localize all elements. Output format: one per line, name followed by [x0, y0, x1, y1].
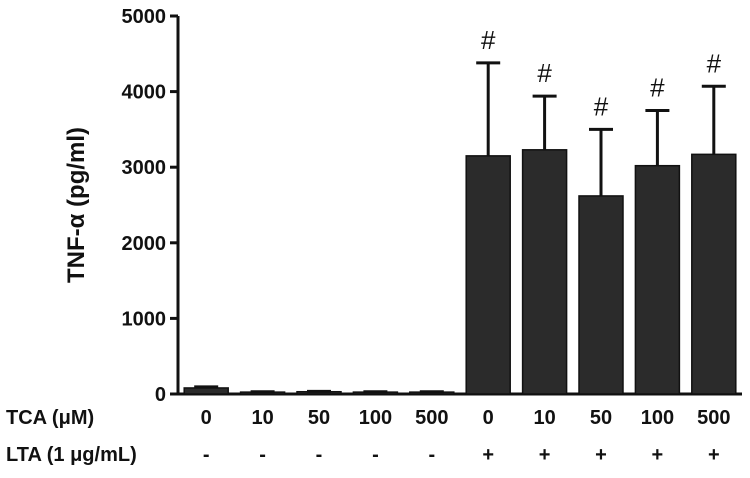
x-tick-label-lta: - — [372, 444, 379, 466]
x-tick-label-lta: + — [482, 444, 494, 466]
significance-mark: # — [594, 91, 609, 121]
y-tick-label: 5000 — [122, 6, 167, 28]
x-tick-label-lta: + — [708, 444, 720, 466]
y-tick-label: 2000 — [122, 233, 167, 255]
x-tick-label-tca: 0 — [483, 407, 494, 429]
x-tick-label-tca: 50 — [308, 407, 330, 429]
bar — [691, 153, 737, 395]
bar — [183, 387, 229, 395]
y-tick-label: 0 — [155, 384, 166, 406]
significance-mark: # — [537, 58, 552, 88]
x-tick-label-lta: + — [539, 444, 551, 466]
x-tick-label-lta: - — [203, 444, 210, 466]
y-axis-label: TNF-α (pg/ml) — [63, 127, 90, 283]
x-tick-label-tca: 100 — [359, 407, 392, 429]
y-tick-label: 1000 — [122, 308, 167, 330]
x-tick-label-lta: + — [652, 444, 664, 466]
bar — [521, 149, 568, 395]
significance-mark: # — [650, 73, 665, 103]
x-tick-label-tca: 10 — [533, 407, 555, 429]
y-tick-label: 4000 — [122, 82, 167, 104]
x-tick-label-lta: - — [316, 444, 323, 466]
x-tick-label-lta: - — [259, 444, 266, 466]
row-label-lta: LTA (1 μg/mL) — [6, 444, 137, 466]
bar — [578, 195, 624, 395]
significance-mark: # — [481, 25, 496, 55]
bar — [465, 155, 511, 395]
x-tick-label-tca: 500 — [415, 407, 448, 429]
x-tick-label-tca: 0 — [201, 407, 212, 429]
x-tick-label-tca: 100 — [641, 407, 674, 429]
y-tick-label: 3000 — [122, 157, 167, 179]
x-tick-label-tca: 10 — [251, 407, 273, 429]
significance-mark: # — [707, 48, 722, 78]
row-label-tca: TCA (μM) — [6, 407, 94, 429]
bar — [634, 164, 681, 395]
x-tick-label-lta: - — [428, 444, 435, 466]
x-tick-label-tca: 500 — [697, 407, 730, 429]
x-tick-label-lta: + — [595, 444, 607, 466]
x-tick-label-tca: 50 — [590, 407, 612, 429]
